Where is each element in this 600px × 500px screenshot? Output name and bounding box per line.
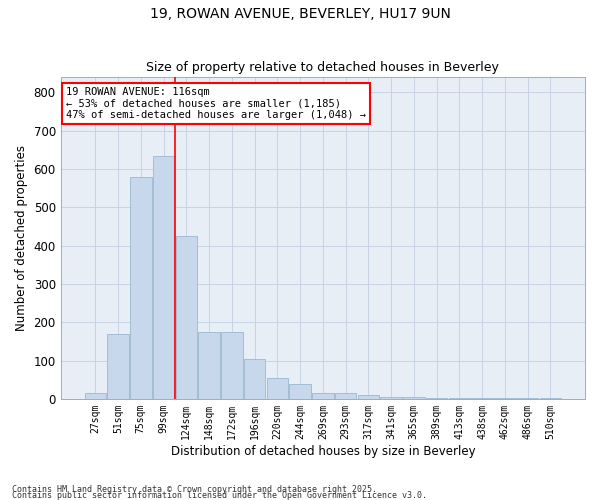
Text: 19 ROWAN AVENUE: 116sqm
← 53% of detached houses are smaller (1,185)
47% of semi: 19 ROWAN AVENUE: 116sqm ← 53% of detache… bbox=[66, 86, 366, 120]
Bar bbox=[358, 395, 379, 399]
Bar bbox=[244, 358, 265, 399]
Bar bbox=[198, 332, 220, 399]
Text: Contains HM Land Registry data © Crown copyright and database right 2025.: Contains HM Land Registry data © Crown c… bbox=[12, 484, 377, 494]
Bar bbox=[266, 378, 288, 399]
Bar bbox=[380, 397, 402, 399]
Bar bbox=[107, 334, 129, 399]
Text: Contains public sector information licensed under the Open Government Licence v3: Contains public sector information licen… bbox=[12, 490, 427, 500]
Bar bbox=[449, 398, 470, 399]
Bar bbox=[85, 393, 106, 399]
X-axis label: Distribution of detached houses by size in Beverley: Distribution of detached houses by size … bbox=[170, 444, 475, 458]
Bar bbox=[403, 397, 425, 399]
Bar bbox=[335, 393, 356, 399]
Bar bbox=[312, 393, 334, 399]
Bar bbox=[130, 176, 152, 399]
Bar bbox=[221, 332, 242, 399]
Y-axis label: Number of detached properties: Number of detached properties bbox=[15, 145, 28, 331]
Text: 19, ROWAN AVENUE, BEVERLEY, HU17 9UN: 19, ROWAN AVENUE, BEVERLEY, HU17 9UN bbox=[149, 8, 451, 22]
Bar bbox=[176, 236, 197, 399]
Title: Size of property relative to detached houses in Beverley: Size of property relative to detached ho… bbox=[146, 62, 499, 74]
Bar bbox=[426, 398, 448, 399]
Bar bbox=[289, 384, 311, 399]
Bar bbox=[153, 156, 175, 399]
